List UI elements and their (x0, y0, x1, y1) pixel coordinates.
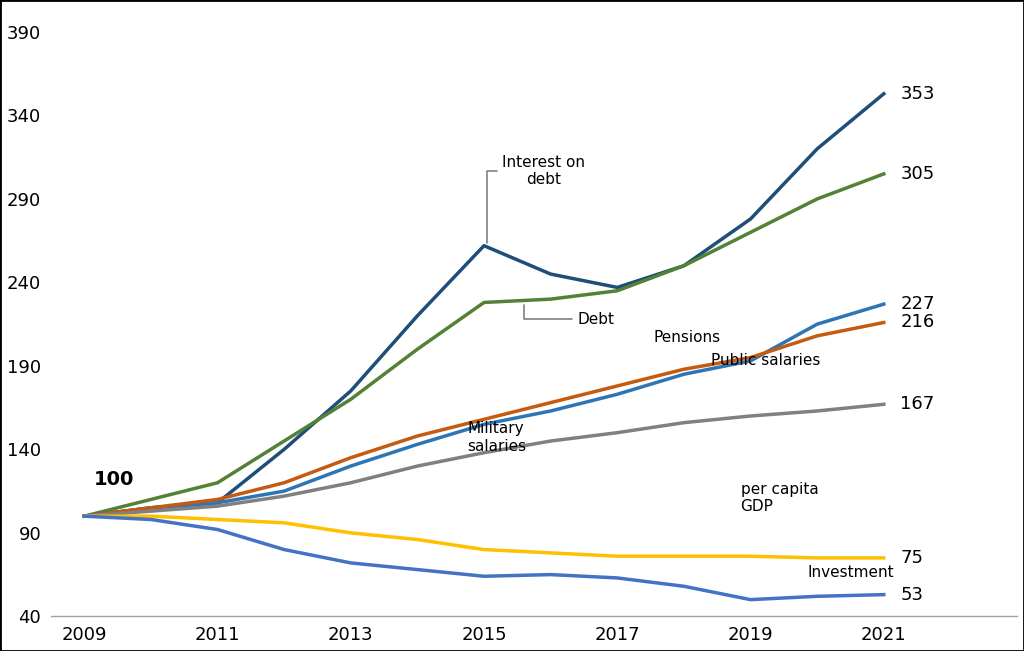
Text: 100: 100 (94, 470, 134, 489)
Text: per capita
GDP: per capita GDP (740, 482, 818, 514)
Text: 305: 305 (900, 165, 935, 183)
Text: 167: 167 (900, 395, 935, 413)
Text: Pensions: Pensions (654, 330, 721, 345)
Text: 53: 53 (900, 586, 924, 603)
Text: 75: 75 (900, 549, 924, 567)
Text: Investment: Investment (807, 566, 894, 581)
Text: 227: 227 (900, 295, 935, 313)
Text: Military
salaries: Military salaries (467, 421, 526, 454)
Text: 353: 353 (900, 85, 935, 103)
Text: 216: 216 (900, 314, 935, 331)
Text: Interest on
debt: Interest on debt (487, 155, 586, 243)
Text: Public salaries: Public salaries (711, 353, 820, 368)
Text: Debt: Debt (524, 305, 614, 327)
